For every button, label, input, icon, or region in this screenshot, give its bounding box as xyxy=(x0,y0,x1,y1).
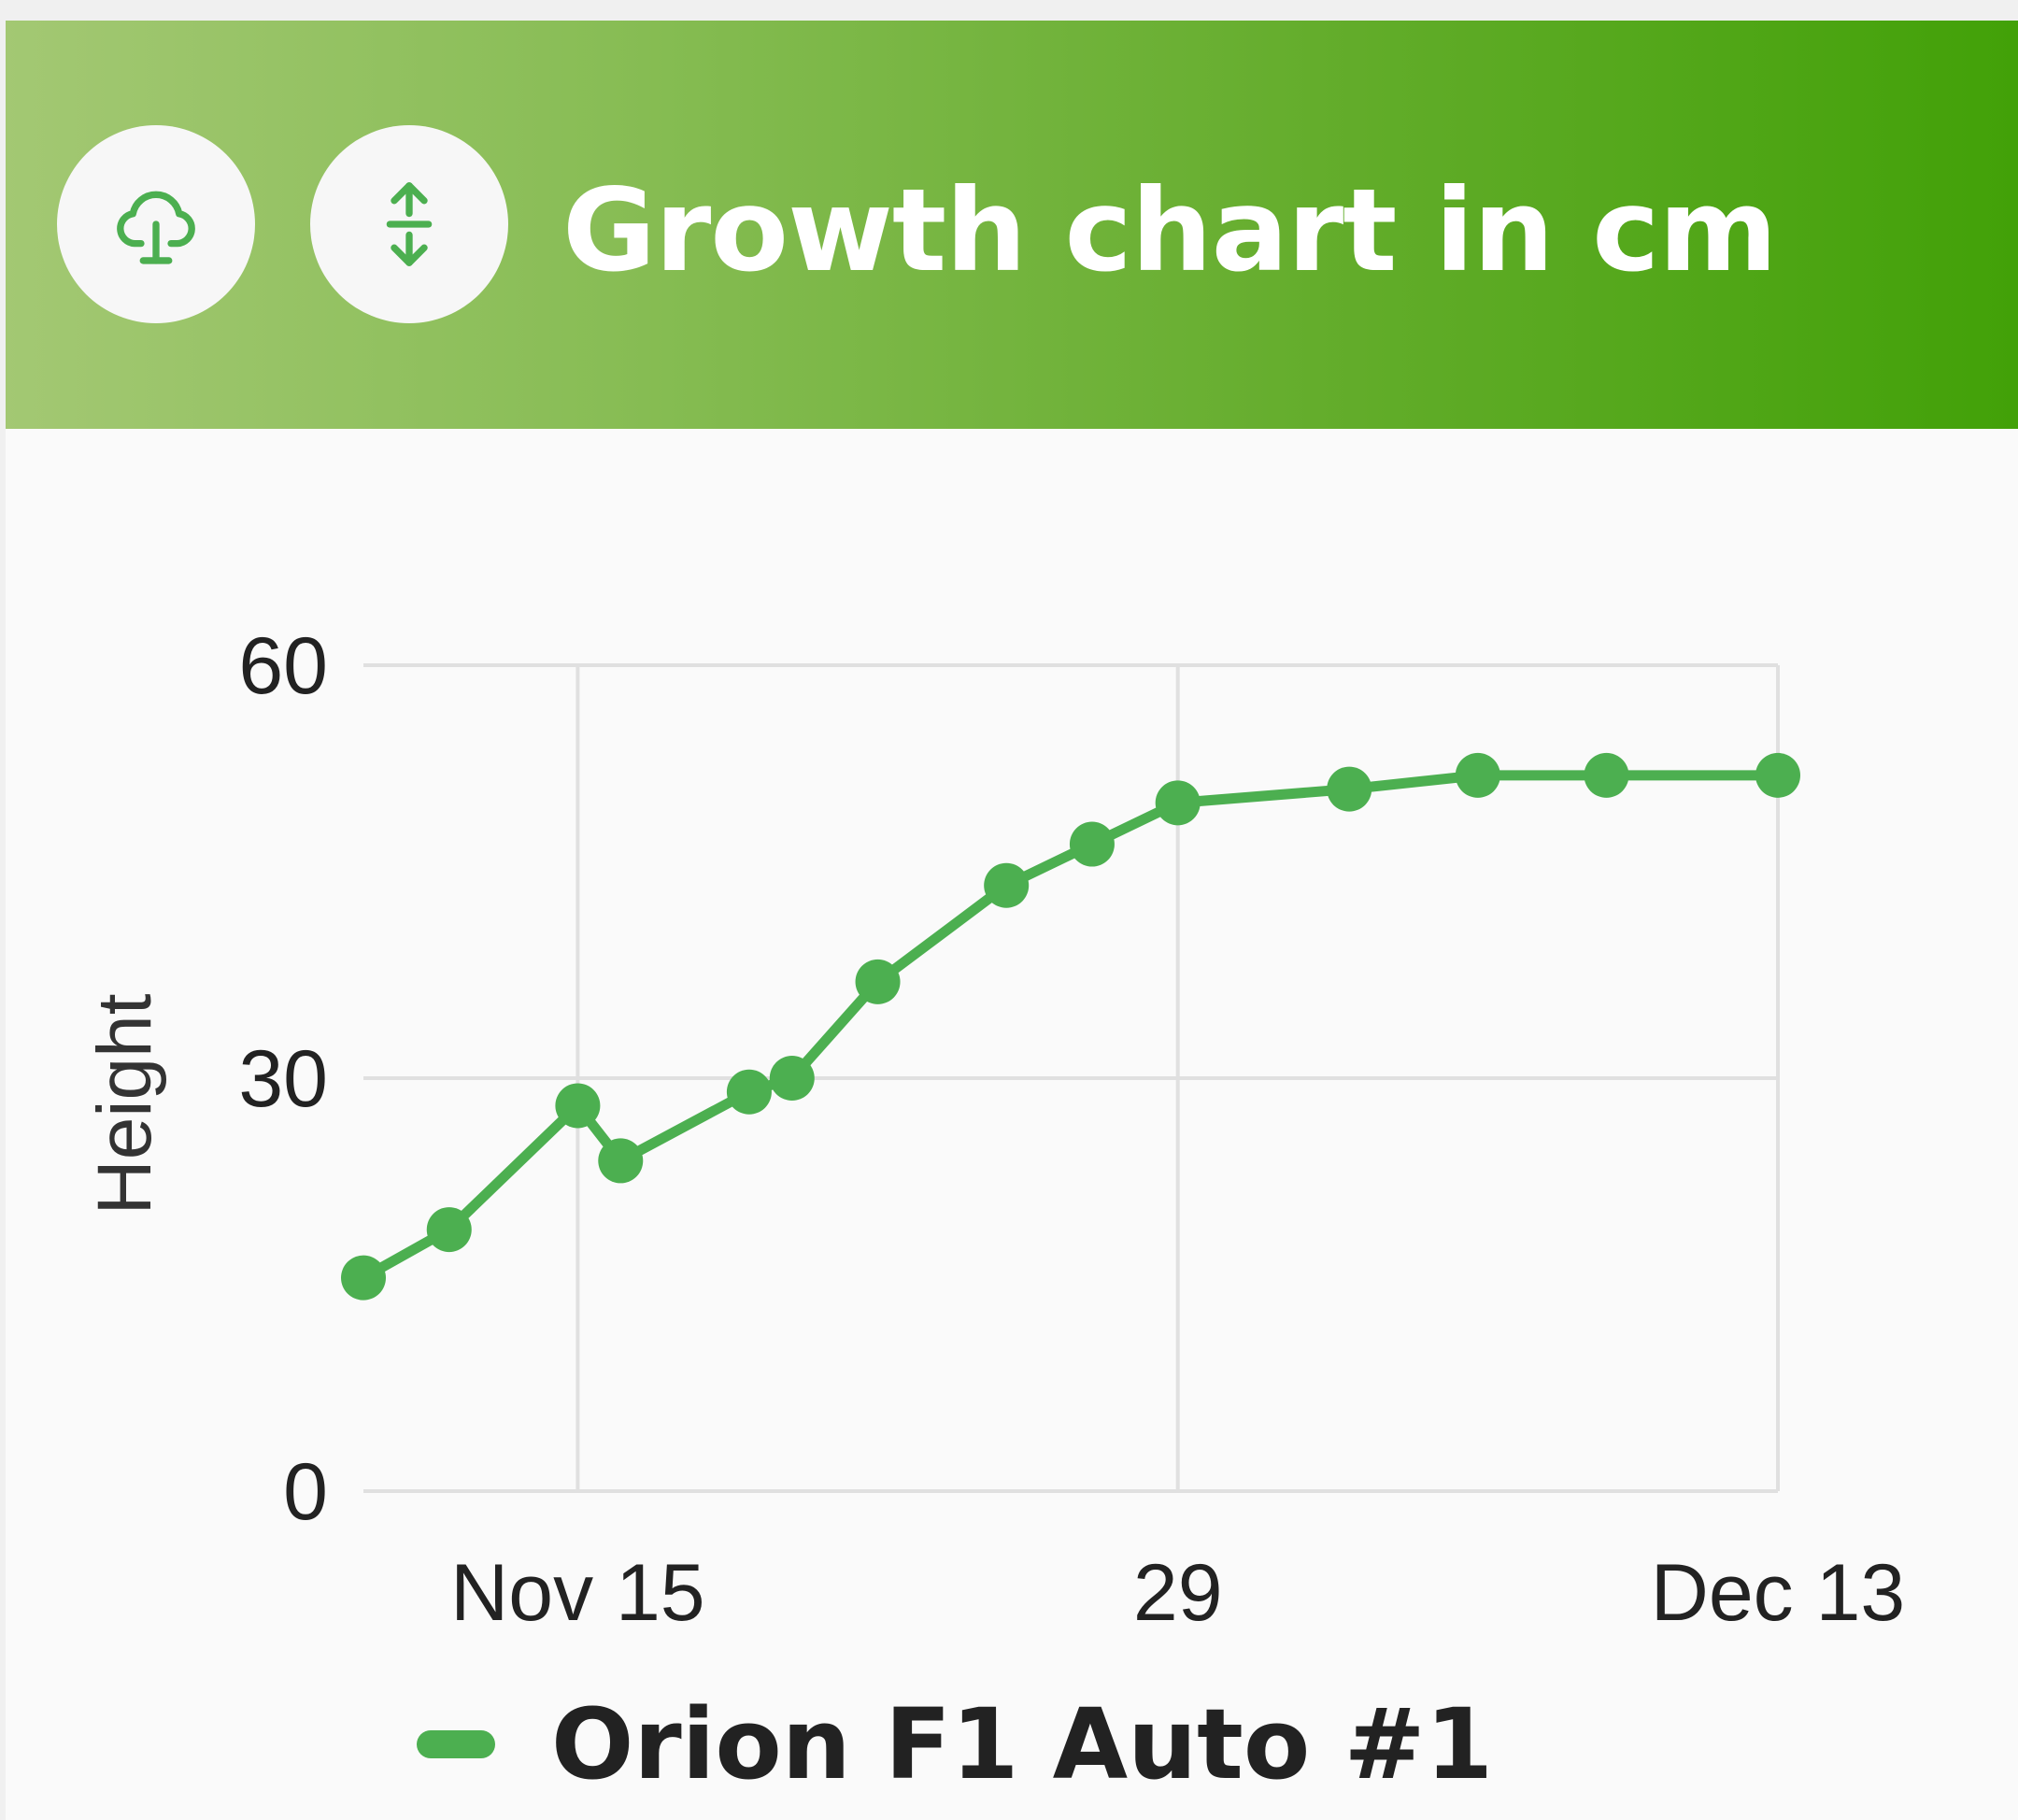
legend-swatch xyxy=(417,1730,495,1758)
data-point xyxy=(1755,752,1800,798)
x-tick-label: 29 xyxy=(1133,1548,1223,1638)
legend-label: Orion F1 Auto #1 xyxy=(551,1687,1494,1801)
chart-title: Growth chart in cm xyxy=(562,164,1778,297)
data-point xyxy=(984,862,1030,908)
data-point xyxy=(555,1083,601,1129)
data-point xyxy=(1584,752,1629,798)
vertical-arrows-icon xyxy=(386,182,433,266)
y-tick-label: 30 xyxy=(238,1034,328,1124)
data-point xyxy=(1455,752,1500,798)
y-axis-label: Height xyxy=(82,993,167,1215)
data-point xyxy=(769,1056,815,1101)
growth-chart-card: Growth chart in cm 0 30 60 Nov 15 29 Dec 13 H… xyxy=(6,21,2018,1820)
height-toggle-button[interactable] xyxy=(310,125,508,323)
data-point xyxy=(726,1069,772,1115)
x-tick-label: Nov 15 xyxy=(450,1548,705,1638)
data-point xyxy=(1327,766,1372,812)
grid-lines xyxy=(363,663,1780,1493)
line-chart: 0 30 60 Nov 15 29 Dec 13 Height xyxy=(82,621,1905,1638)
tree-icon xyxy=(117,191,195,264)
data-point xyxy=(1155,780,1201,826)
y-tick-label: 0 xyxy=(283,1447,328,1537)
x-tick-label: Dec 13 xyxy=(1651,1548,1906,1638)
chart-header: Growth chart in cm xyxy=(6,21,2018,429)
plant-view-button[interactable] xyxy=(57,125,255,323)
axis-ticks: 0 30 60 Nov 15 29 Dec 13 xyxy=(238,621,1905,1638)
series-layer xyxy=(341,752,1800,1301)
data-point xyxy=(855,959,901,1004)
data-point xyxy=(1069,821,1115,867)
y-tick-label: 60 xyxy=(238,621,328,711)
data-point xyxy=(598,1138,644,1184)
legend-item[interactable]: Orion F1 Auto #1 xyxy=(417,1684,1493,1805)
data-point xyxy=(341,1255,386,1301)
data-point xyxy=(426,1207,472,1253)
